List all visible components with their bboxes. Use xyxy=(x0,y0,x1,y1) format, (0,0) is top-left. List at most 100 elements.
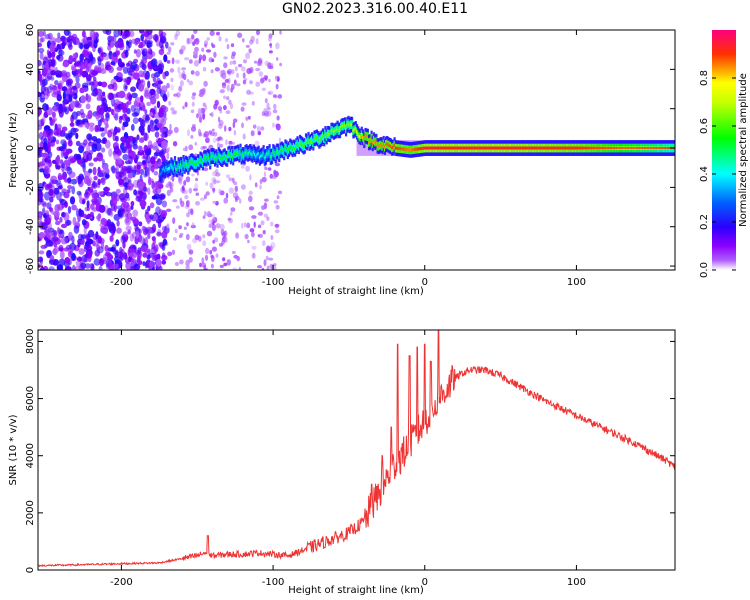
noise-cell xyxy=(110,246,116,252)
noise-cell xyxy=(183,73,187,81)
ridge-cell xyxy=(386,142,389,146)
y-tick-label: 40 xyxy=(25,63,36,76)
noise-cell xyxy=(102,30,110,35)
noise-cell xyxy=(163,54,168,63)
noise-cell xyxy=(48,116,53,121)
noise-cell xyxy=(92,70,99,75)
noise-cell xyxy=(202,234,206,239)
ridge-cell xyxy=(250,152,253,156)
noise-cell xyxy=(168,251,173,255)
noise-cell xyxy=(139,41,143,48)
noise-cell xyxy=(97,236,103,244)
noise-cell xyxy=(202,145,208,149)
noise-cell xyxy=(105,251,111,257)
noise-cell xyxy=(221,72,227,80)
ridge-cell xyxy=(298,141,302,145)
ridge-cell xyxy=(289,144,292,148)
ridge-cell xyxy=(392,145,395,149)
noise-cell xyxy=(182,147,188,152)
noise-cell xyxy=(108,66,114,73)
noise-cell xyxy=(187,129,190,137)
noise-cell xyxy=(113,126,118,135)
noise-cell xyxy=(226,259,231,266)
noise-cell xyxy=(190,126,197,132)
noise-cell xyxy=(72,128,79,132)
noise-cell xyxy=(44,66,52,75)
noise-cell xyxy=(271,264,277,270)
noise-cell xyxy=(195,201,200,206)
noise-cell xyxy=(205,191,210,196)
ridge-cell xyxy=(275,149,278,153)
noise-cell xyxy=(57,49,65,56)
noise-cell xyxy=(167,129,173,135)
noise-cell xyxy=(170,107,175,112)
noise-cell xyxy=(58,103,63,112)
noise-cell xyxy=(123,82,128,92)
noise-cell xyxy=(226,70,230,75)
noise-cell xyxy=(38,70,41,75)
noise-cell xyxy=(155,258,162,267)
noise-cell xyxy=(38,199,41,206)
noise-cell xyxy=(197,108,202,114)
noise-cell xyxy=(68,171,76,178)
noise-cell xyxy=(188,80,194,86)
ridge-cell xyxy=(393,143,396,147)
noise-cell xyxy=(113,108,119,118)
noise-cell xyxy=(97,126,102,133)
noise-cell xyxy=(138,83,145,92)
ridge-cell xyxy=(352,129,355,133)
noise-cell xyxy=(51,159,57,164)
noise-cell xyxy=(161,243,166,251)
ridge-cell xyxy=(274,153,277,157)
noise-cell xyxy=(171,176,175,182)
noise-cell xyxy=(38,59,42,67)
noise-cell xyxy=(130,205,134,210)
noise-cell xyxy=(153,72,161,78)
noise-cell xyxy=(164,70,169,77)
noise-cell xyxy=(116,220,120,227)
noise-cell xyxy=(146,254,151,260)
noise-cell xyxy=(252,252,256,259)
noise-cell xyxy=(142,49,145,56)
ridge-cell xyxy=(380,143,383,147)
noise-cell xyxy=(149,112,154,117)
ridge-cell xyxy=(330,129,333,133)
noise-cell xyxy=(226,43,230,50)
noise-cell xyxy=(215,180,221,184)
noise-cell xyxy=(130,61,138,71)
noise-cell xyxy=(184,101,188,108)
ridge-cell xyxy=(209,160,212,164)
noise-cell xyxy=(234,185,238,192)
noise-cell xyxy=(144,249,149,254)
noise-cell xyxy=(153,152,158,160)
noise-cell xyxy=(272,122,275,128)
noise-cell xyxy=(128,155,133,165)
noise-cell xyxy=(268,36,272,42)
noise-cell xyxy=(50,210,57,215)
noise-cell xyxy=(68,31,72,37)
noise-cell xyxy=(213,51,217,58)
noise-cell xyxy=(165,184,171,189)
ridge-cell xyxy=(255,155,258,159)
noise-cell xyxy=(201,262,206,268)
noise-cell xyxy=(209,182,214,189)
noise-cell xyxy=(233,79,237,86)
noise-cell xyxy=(142,261,146,267)
noise-cell xyxy=(246,68,252,75)
ridge-cell xyxy=(381,144,384,148)
noise-cell xyxy=(56,43,61,50)
noise-cell xyxy=(115,188,121,194)
noise-cell xyxy=(49,259,56,266)
noise-cell xyxy=(184,57,190,61)
noise-cell xyxy=(71,252,76,261)
noise-cell xyxy=(261,267,265,270)
noise-cell xyxy=(186,222,189,227)
noise-cell xyxy=(65,80,72,87)
noise-cell xyxy=(80,262,87,269)
ridge-cell xyxy=(336,126,339,130)
noise-cell xyxy=(173,237,177,241)
ridge-cell xyxy=(405,147,408,151)
noise-cell xyxy=(42,115,46,123)
noise-cell xyxy=(61,40,66,50)
